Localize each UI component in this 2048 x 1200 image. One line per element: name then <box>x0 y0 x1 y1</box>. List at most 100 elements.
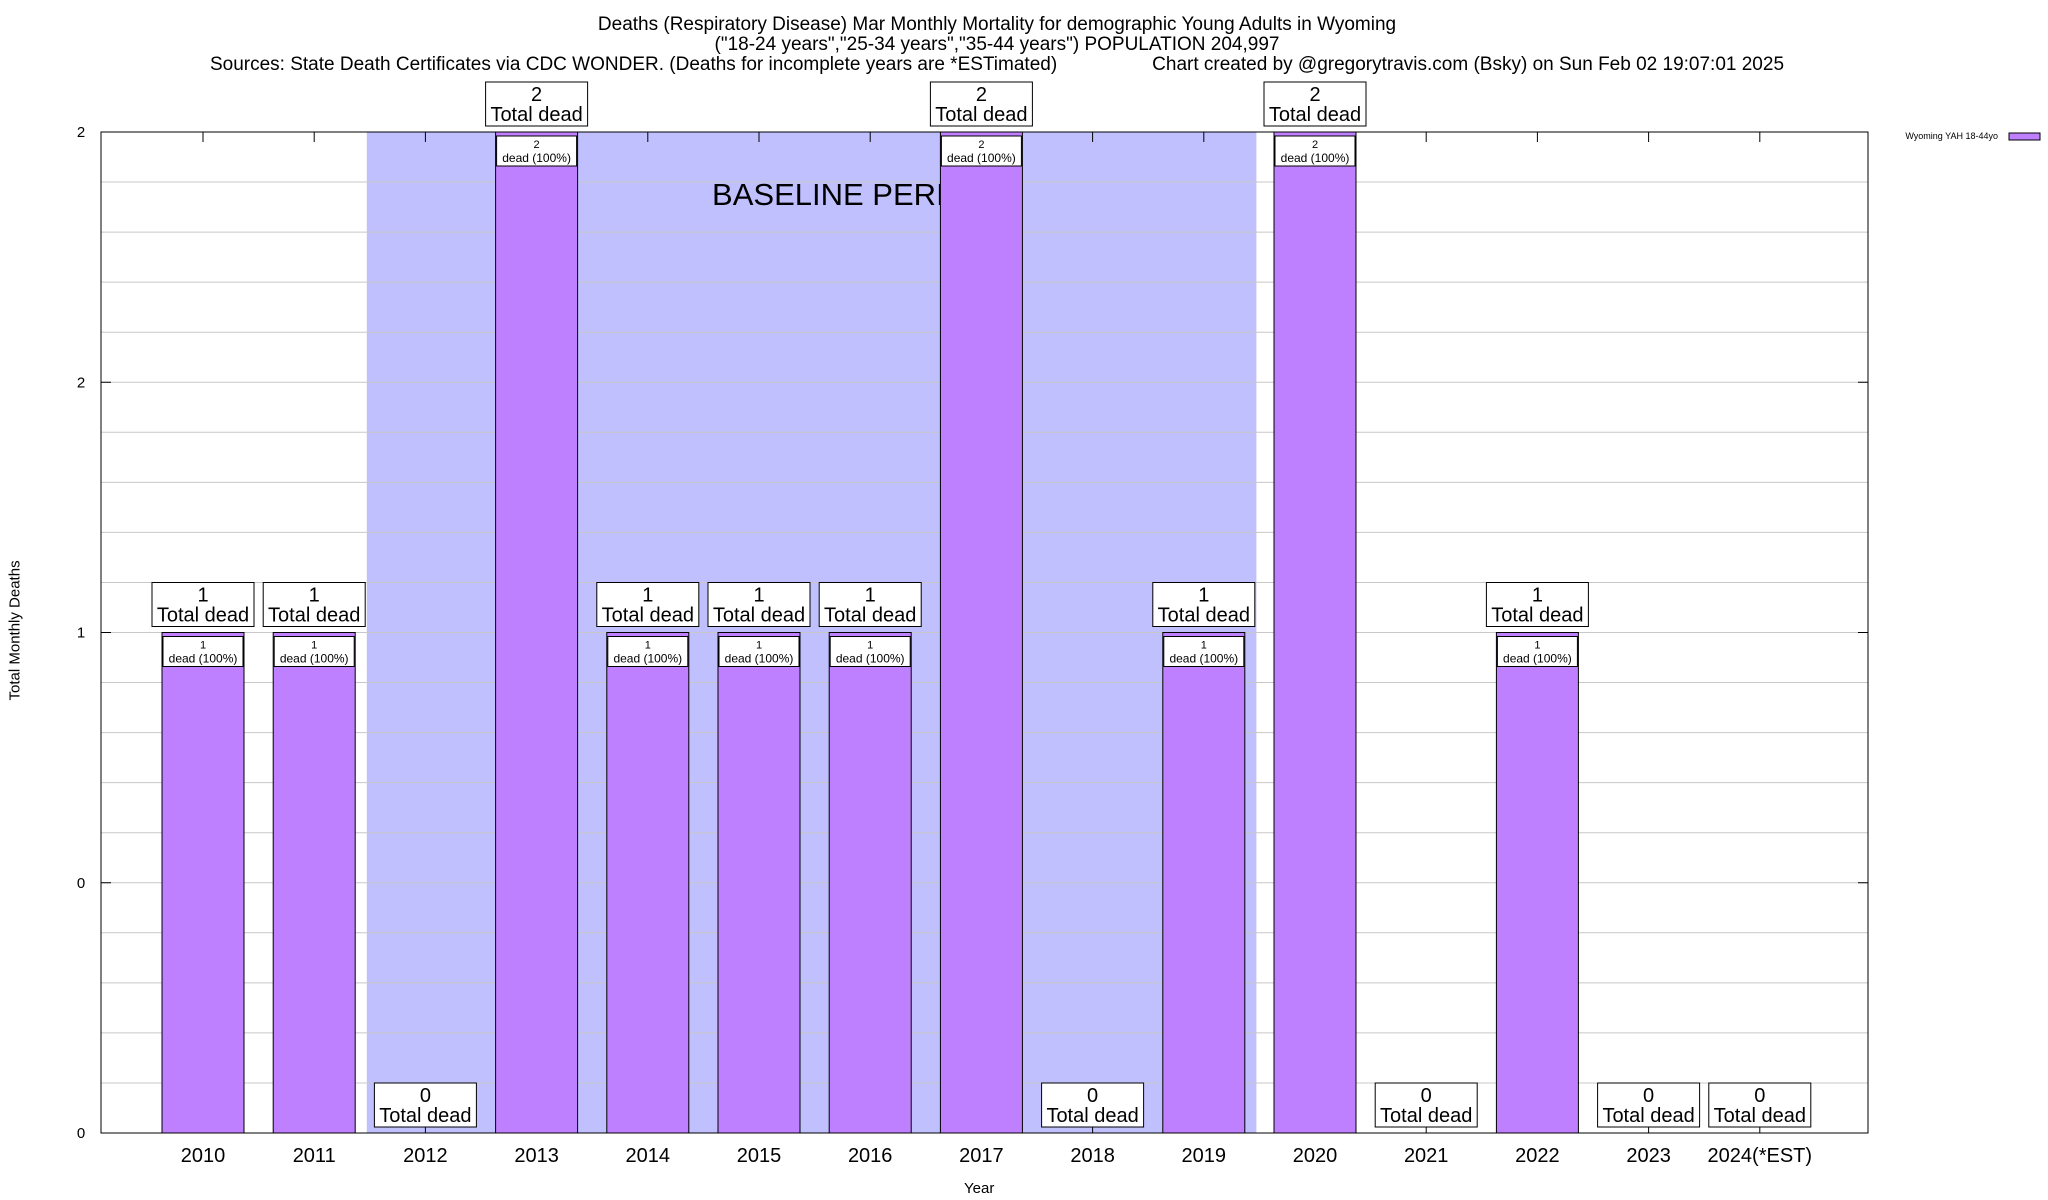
bar-label-text: dead (100%) <box>725 652 794 666</box>
legend-swatch <box>2008 132 2041 141</box>
bar-label-text: dead (100%) <box>613 652 682 666</box>
x-tick-label: 2023 <box>1626 1145 1671 1167</box>
bar-label-count: 2 <box>1312 139 1318 151</box>
total-label-text: Total dead <box>1714 1105 1806 1127</box>
bar <box>1495 632 1579 1134</box>
total-label-box <box>1374 1082 1478 1128</box>
total-label-box <box>707 582 811 627</box>
total-label-count: 1 <box>865 585 876 607</box>
y-axis-label: Total Monthly Deaths <box>6 560 24 701</box>
x-tick-label: 2020 <box>1293 1145 1338 1167</box>
x-tick-label: 2010 <box>181 1145 226 1167</box>
total-label-count: 1 <box>1198 585 1209 607</box>
bar <box>495 131 579 1134</box>
bar-label-count: 2 <box>978 139 984 151</box>
total-label-count: 1 <box>309 585 320 607</box>
total-label-box <box>596 582 700 627</box>
total-label-count: 0 <box>1087 1085 1098 1107</box>
total-label-text: Total dead <box>490 104 582 126</box>
bar-label-count: 1 <box>645 640 651 652</box>
y-tick-label: 1 <box>77 625 85 642</box>
total-label-box <box>1041 1082 1145 1128</box>
bar-label-text: dead (100%) <box>1169 652 1238 666</box>
bar <box>828 632 912 1134</box>
total-label-box <box>929 81 1033 127</box>
bar-label-text: dead (100%) <box>1503 652 1572 666</box>
x-tick-label: 2017 <box>959 1145 1004 1167</box>
bar-label-text: dead (100%) <box>947 151 1016 165</box>
x-tick-label: 2024(*EST) <box>1708 1145 1813 1167</box>
total-label-box <box>1708 1082 1812 1128</box>
total-label-box <box>1152 582 1256 627</box>
bar <box>161 632 245 1134</box>
total-label-text: Total dead <box>935 104 1027 126</box>
total-label-text: Total dead <box>268 605 360 627</box>
bar-label-text: dead (100%) <box>1281 151 1350 165</box>
bar-label-text: dead (100%) <box>502 151 571 165</box>
total-label-count: 0 <box>420 1085 431 1107</box>
total-label-text: Total dead <box>157 605 249 627</box>
chart-source-credit-line: Sources: State Death Certificates via CD… <box>0 55 1994 75</box>
total-label-count: 0 <box>1421 1085 1432 1107</box>
bar-label-box <box>829 636 911 667</box>
bar-label-count: 1 <box>1201 640 1207 652</box>
bar-label-box <box>1496 636 1578 667</box>
legend-entry-label: Wyoming YAH 18-44yo <box>1905 131 1998 141</box>
bar-label-box <box>1163 636 1245 667</box>
bar <box>1273 131 1357 1134</box>
bar-label-box <box>1274 135 1356 167</box>
total-label-count: 0 <box>1643 1085 1654 1107</box>
chart-subtitle: ("18-24 years","25-34 years","35-44 year… <box>714 34 1280 55</box>
x-tick-label: 2012 <box>403 1145 448 1167</box>
total-label-text: Total dead <box>1491 605 1583 627</box>
total-label-box <box>818 582 922 627</box>
bar-label-box <box>162 636 244 667</box>
x-axis-label: Year <box>964 1180 995 1197</box>
bar-label-text: dead (100%) <box>836 652 905 666</box>
total-label-text: Total dead <box>379 1105 471 1127</box>
bar-label-count: 1 <box>200 640 206 652</box>
total-label-count: 1 <box>1532 585 1543 607</box>
bar-label-box <box>718 636 800 667</box>
total-label-box <box>1485 582 1589 627</box>
credit-line: Chart created by @gregorytravis.com (Bsk… <box>1152 54 1785 75</box>
x-tick-label: 2022 <box>1515 1145 1560 1167</box>
bar-label-count: 2 <box>534 139 540 151</box>
x-tick-label: 2014 <box>626 1145 671 1167</box>
total-label-text: Total dead <box>602 605 694 627</box>
bar-label-count: 1 <box>756 640 762 652</box>
total-label-box <box>151 582 255 627</box>
total-label-count: 0 <box>1754 1085 1765 1107</box>
x-tick-label: 2011 <box>293 1145 336 1167</box>
total-label-box <box>485 81 589 127</box>
total-label-count: 2 <box>976 84 987 106</box>
total-label-text: Total dead <box>1269 104 1361 126</box>
total-label-count: 1 <box>642 585 653 607</box>
y-tick-label: 0 <box>77 1125 85 1142</box>
bar <box>606 632 690 1134</box>
total-label-text: Total dead <box>824 605 916 627</box>
total-label-box <box>373 1082 477 1128</box>
total-label-count: 2 <box>1309 84 1320 106</box>
bar <box>272 632 356 1134</box>
bar <box>717 632 801 1134</box>
bar-label-box <box>607 636 689 667</box>
total-label-text: Total dead <box>713 605 805 627</box>
total-label-count: 2 <box>531 84 542 106</box>
x-tick-label: 2018 <box>1070 1145 1115 1167</box>
bar-label-box <box>940 135 1022 167</box>
bar-label-box <box>273 636 355 667</box>
total-label-text: Total dead <box>1046 1105 1138 1127</box>
total-label-count: 1 <box>197 585 208 607</box>
total-label-box <box>262 582 366 627</box>
bar-label-count: 1 <box>867 640 873 652</box>
y-tick-label: 2 <box>77 124 85 141</box>
x-tick-label: 2015 <box>737 1145 782 1167</box>
bar-label-text: dead (100%) <box>280 652 349 666</box>
bar <box>1162 632 1246 1134</box>
bar-label-box <box>496 135 578 167</box>
x-tick-label: 2013 <box>514 1145 559 1167</box>
y-tick-label: 2 <box>77 374 85 391</box>
total-label-box <box>1597 1082 1701 1128</box>
